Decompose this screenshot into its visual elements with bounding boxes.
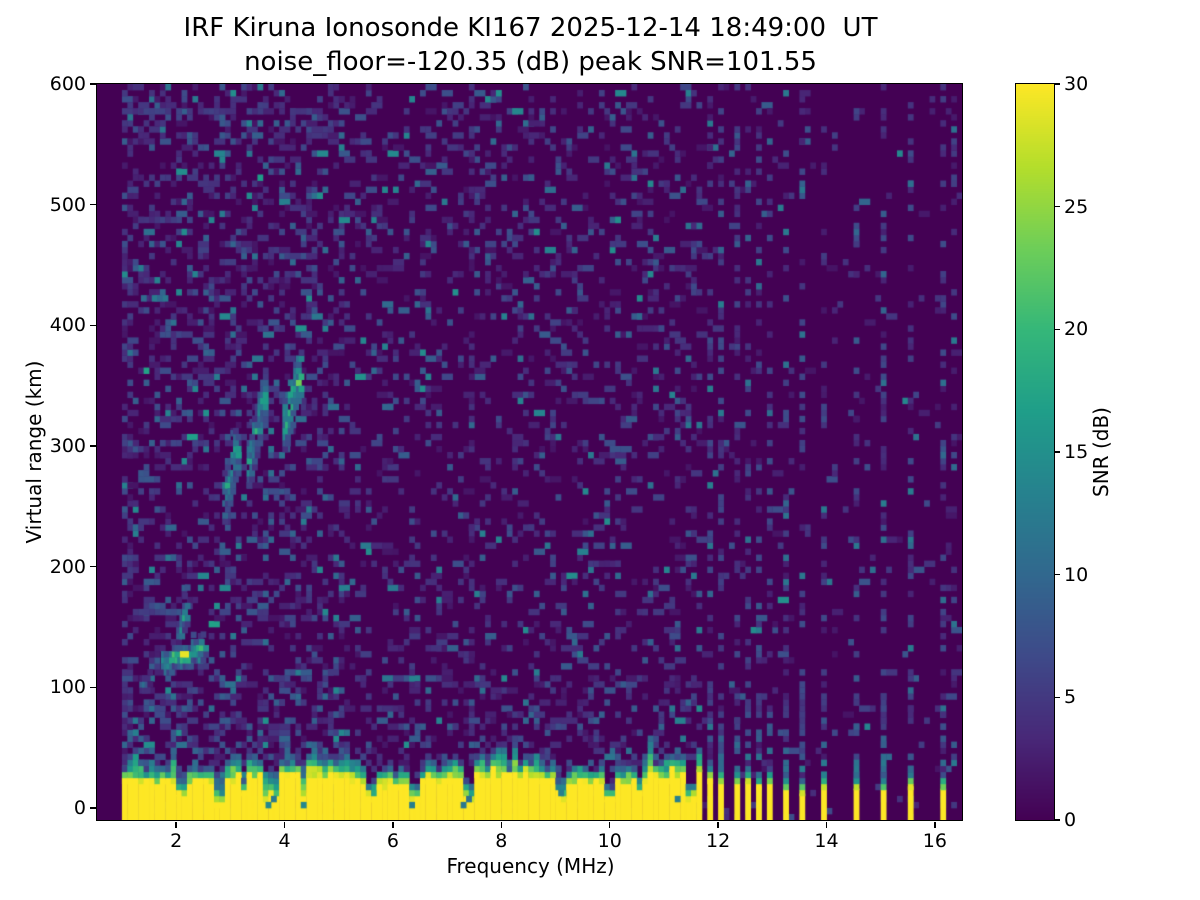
y-tick-label: 200	[49, 555, 86, 578]
colorbar-tick-label: 25	[1064, 195, 1089, 218]
colorbar-tick-label: 15	[1064, 441, 1089, 463]
x-tick-label: 4	[278, 830, 291, 852]
y-tick-label: 500	[49, 193, 86, 216]
y-tick-mark	[90, 565, 96, 568]
y-tick-label: 600	[49, 73, 86, 95]
colorbar-tick-mark	[1054, 696, 1060, 699]
x-tick-mark	[934, 822, 936, 828]
x-tick-mark	[717, 822, 719, 828]
x-tick-label: 2	[170, 830, 183, 852]
colorbar-tick-mark	[1054, 83, 1060, 85]
colorbar-tick-mark	[1054, 451, 1060, 453]
chart-title: IRF Kiruna Ionosonde KI167 2025-12-14 18…	[183, 13, 878, 43]
y-tick-mark	[90, 686, 96, 689]
y-tick-label: 0	[73, 796, 86, 819]
x-tick-label: 14	[814, 830, 839, 852]
colorbar-tick-label: 10	[1064, 563, 1089, 586]
y-tick-label: 300	[49, 434, 86, 457]
x-tick-mark	[500, 822, 503, 828]
x-tick-mark	[175, 822, 177, 828]
y-tick-label: 100	[49, 676, 86, 699]
y-tick-mark	[90, 203, 96, 206]
y-tick-mark	[90, 445, 96, 447]
x-tick-label: 16	[922, 830, 947, 852]
y-tick-mark	[90, 807, 96, 809]
x-axis-label: Frequency (MHz)	[446, 854, 615, 878]
colorbar-tick-label: 5	[1064, 686, 1077, 709]
x-tick-label: 10	[597, 830, 622, 852]
x-tick-mark	[825, 822, 828, 828]
y-tick-mark	[90, 83, 96, 85]
x-tick-mark	[283, 822, 286, 828]
colorbar-tick-label: 30	[1064, 73, 1089, 95]
colorbar-tick-label: 20	[1064, 318, 1089, 341]
colorbar-tick-mark	[1054, 573, 1060, 576]
colorbar-tick-label: 0	[1064, 809, 1077, 831]
ionogram-heatmap	[97, 84, 962, 820]
x-tick-label: 12	[706, 830, 731, 852]
y-tick-mark	[90, 324, 96, 327]
colorbar-gradient	[1016, 84, 1054, 820]
y-tick-label: 400	[49, 314, 86, 337]
chart-subtitle: noise_floor=-120.35 (dB) peak SNR=101.55	[244, 47, 817, 77]
colorbar-tick-mark	[1054, 328, 1060, 331]
colorbar-tick-mark	[1054, 819, 1060, 821]
x-tick-mark	[392, 822, 394, 828]
x-tick-mark	[608, 822, 611, 828]
colorbar-tick-mark	[1054, 205, 1060, 208]
x-tick-label: 6	[386, 830, 399, 852]
x-tick-label: 8	[495, 830, 508, 852]
